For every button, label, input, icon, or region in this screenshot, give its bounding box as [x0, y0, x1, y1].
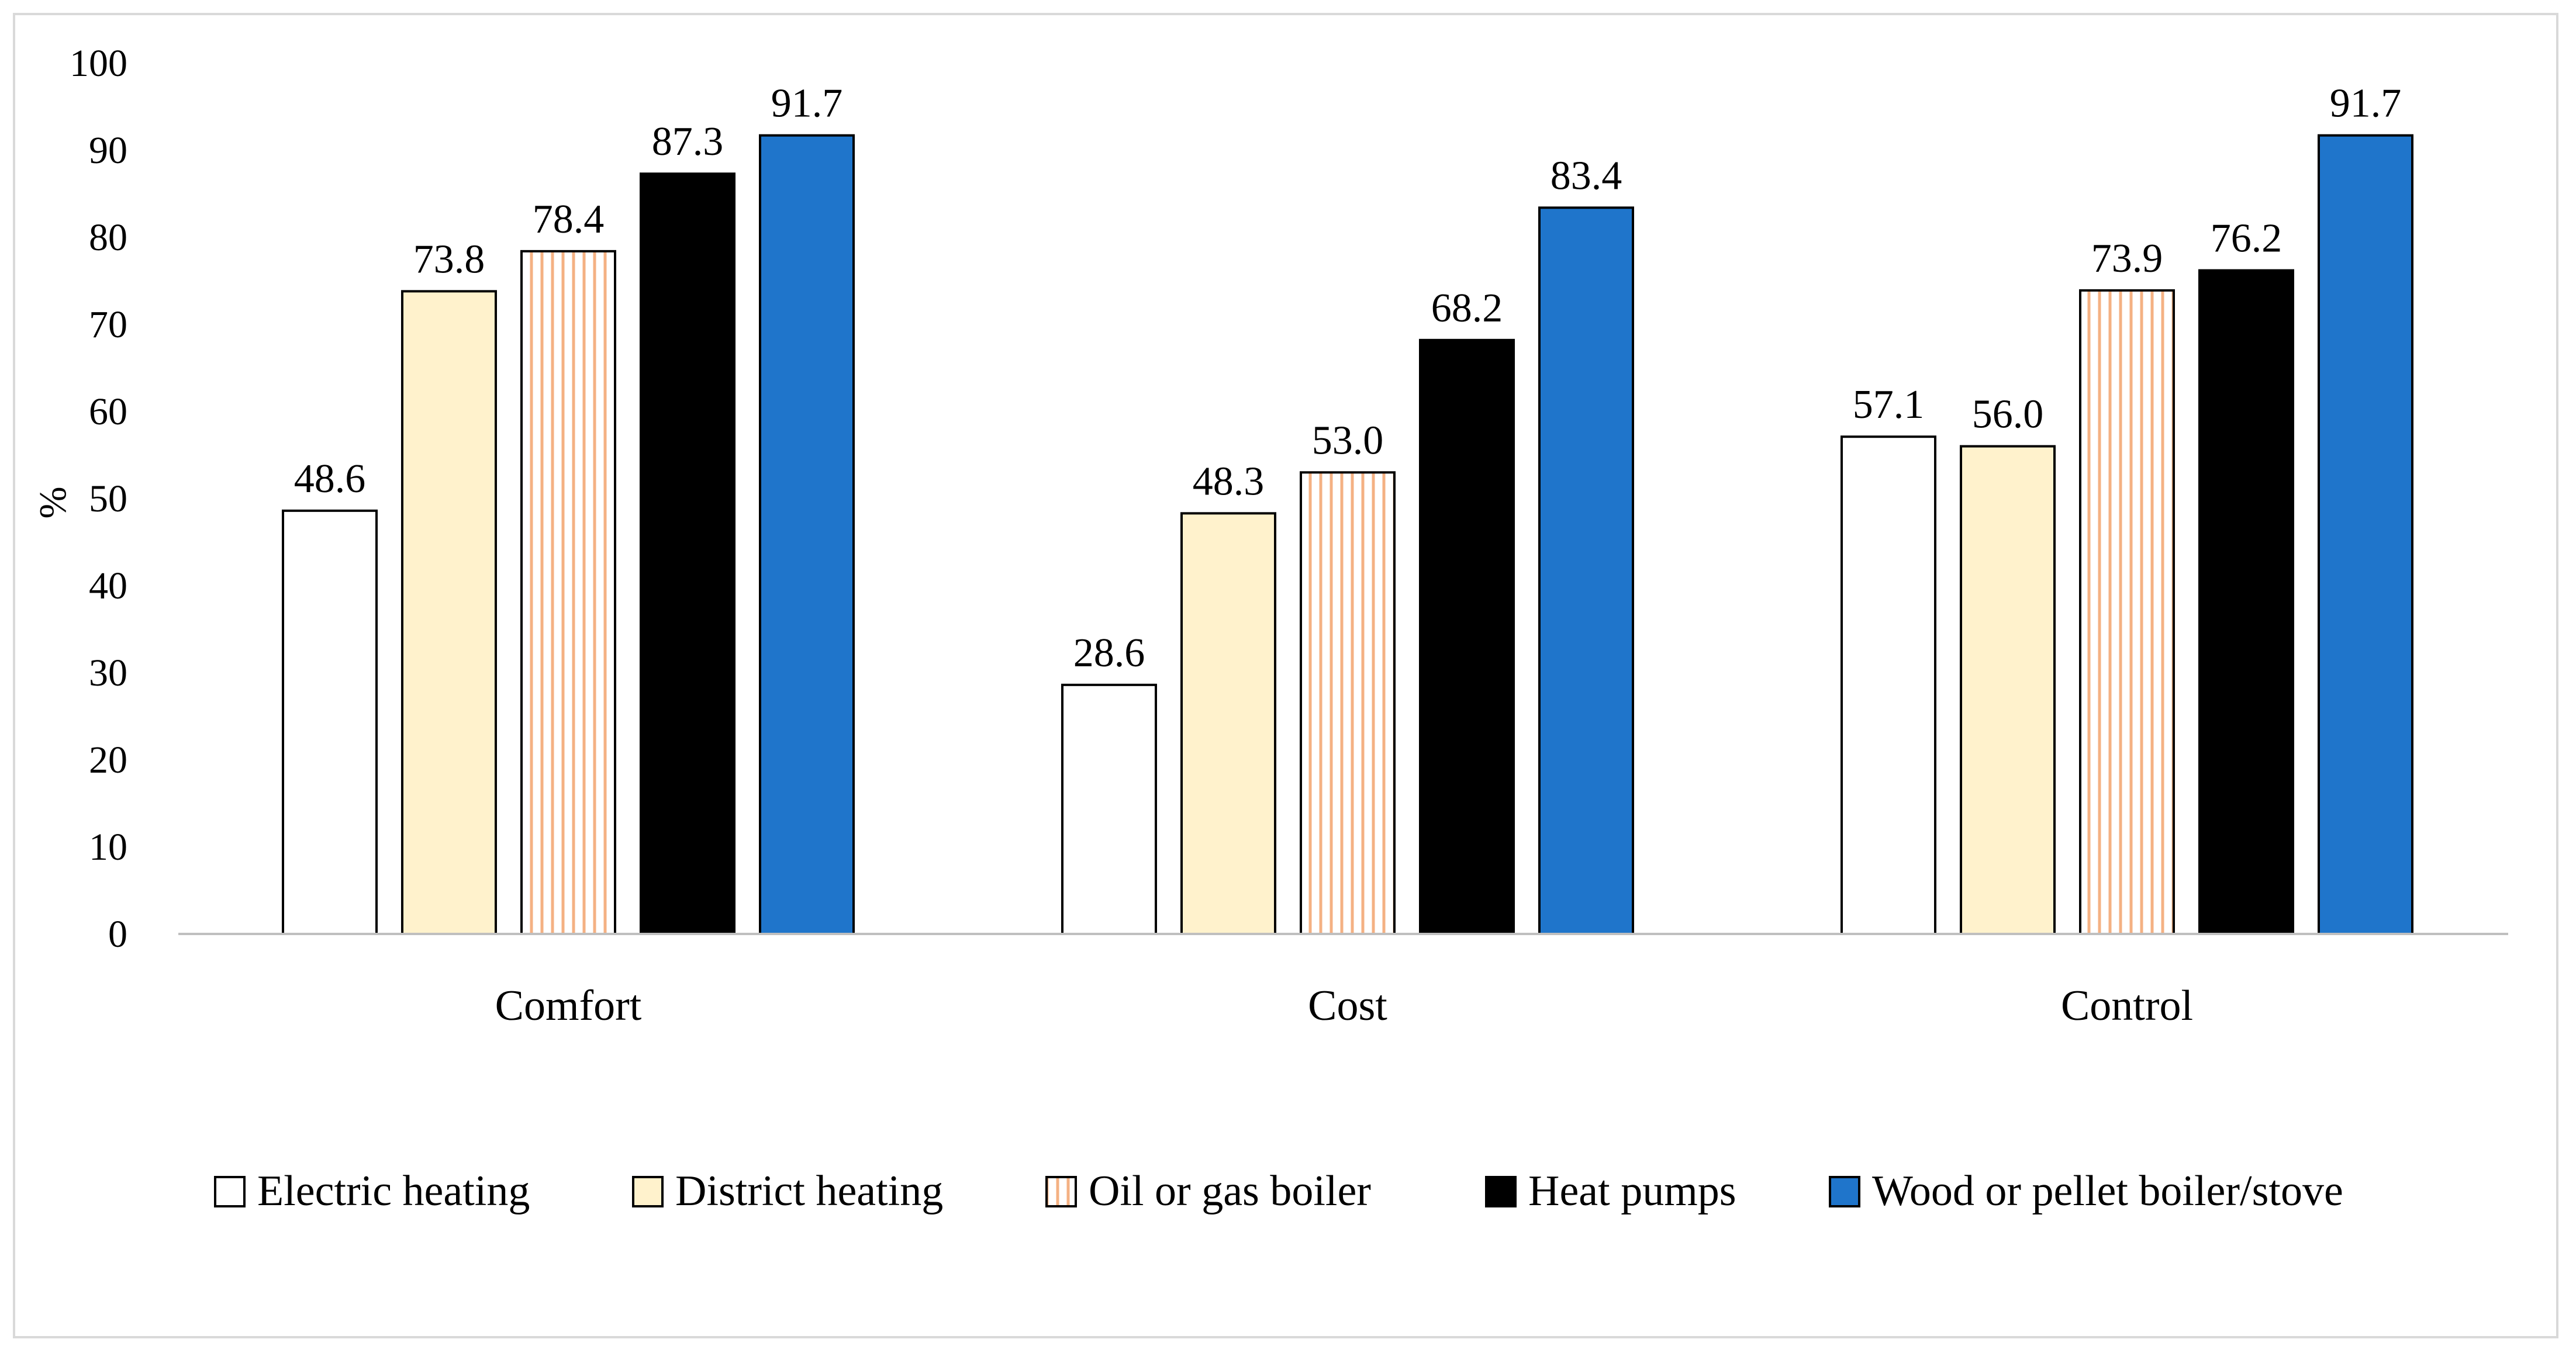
bar: [2318, 134, 2413, 935]
bar: [2198, 269, 2294, 935]
bar: [1300, 471, 1396, 935]
legend-swatch: [1045, 1176, 1077, 1207]
legend: Electric heating District heating Oil or g…: [214, 1167, 2343, 1215]
y-tick-label: 30: [89, 652, 127, 694]
y-tick-label: 90: [89, 129, 127, 172]
y-axis-title: %: [32, 487, 74, 519]
bar: [520, 250, 616, 936]
data-labels: 48.6 73.8 78.4 87.3 91.7 28.6 48.3 53.0 68.2 83.4…: [294, 81, 2402, 676]
bar: [1061, 683, 1157, 935]
data-label: 91.7: [771, 81, 843, 126]
x-category-label: Control: [2061, 982, 2193, 1030]
data-label: 48.3: [1193, 459, 1265, 504]
data-label: 73.8: [413, 237, 485, 282]
bar: [759, 134, 855, 935]
y-tick-label: 40: [89, 565, 127, 607]
legend-label: District heating: [675, 1167, 943, 1215]
y-tick-label: 10: [89, 826, 127, 868]
data-label: 56.0: [1972, 392, 2044, 437]
bar: [1538, 206, 1634, 936]
data-label: 53.0: [1312, 418, 1384, 463]
data-label: 57.1: [1853, 382, 1925, 427]
data-label: 91.7: [2330, 81, 2402, 126]
data-label: 73.9: [2091, 236, 2163, 281]
y-tick-label: 50: [89, 477, 127, 520]
legend-label: Heat pumps: [1528, 1167, 1736, 1215]
bar: [2079, 289, 2175, 935]
bar: [401, 290, 497, 935]
legend-label: Wood or pellet boiler/stove: [1872, 1167, 2343, 1215]
data-label: 78.4: [533, 197, 605, 242]
legend-label: Oil or gas boiler: [1089, 1167, 1371, 1215]
bar: [282, 509, 378, 935]
y-tick-label: 80: [89, 216, 127, 259]
legend-swatch: [1829, 1176, 1860, 1207]
bar: [1960, 445, 2056, 935]
y-tick-label: 60: [89, 390, 127, 433]
legend-swatch: [214, 1176, 246, 1207]
bar: [640, 172, 735, 936]
bar: [1180, 512, 1276, 935]
bar: [1419, 338, 1515, 935]
category-labels: Comfort Cost Control: [495, 982, 2193, 1030]
data-label: 68.2: [1431, 286, 1503, 331]
data-label: 76.2: [2211, 216, 2283, 261]
data-label: 48.6: [294, 456, 366, 501]
bars: [282, 134, 2413, 936]
legend-label: Electric heating: [257, 1167, 530, 1215]
y-axis-label: %: [32, 487, 74, 519]
y-tick-label: 20: [89, 739, 127, 781]
data-label: 87.3: [652, 119, 724, 164]
y-tick-label: 70: [89, 303, 127, 346]
y-tick-label: 0: [108, 913, 127, 956]
x-category-label: Cost: [1308, 982, 1387, 1030]
legend-swatch: [1485, 1176, 1517, 1207]
data-label: 28.6: [1073, 631, 1145, 676]
bar: [1841, 435, 1936, 935]
legend-swatch: [632, 1176, 664, 1207]
data-label: 83.4: [1551, 153, 1622, 198]
x-category-label: Comfort: [495, 982, 642, 1030]
y-tick-label: 100: [70, 42, 127, 85]
y-axis-ticks: 0 10 20 30 40 50 60 70 80 90 100: [70, 42, 127, 956]
